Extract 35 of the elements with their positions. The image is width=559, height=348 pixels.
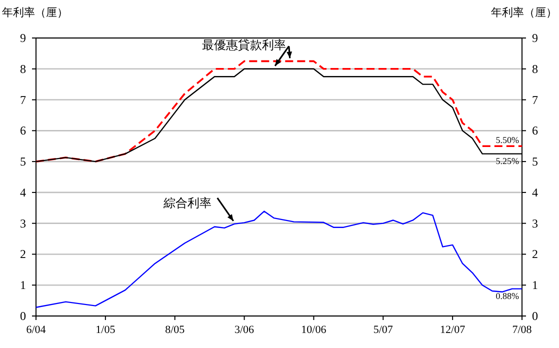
y-tick-label: 6 xyxy=(20,124,26,138)
y2-tick-label: 6 xyxy=(532,124,538,138)
y2-axis-title: 年利率（厘） xyxy=(491,6,557,19)
y2-tick-label: 7 xyxy=(532,92,538,107)
annotation: 最優惠貸款利率 xyxy=(202,38,286,52)
annotation: 5.25% xyxy=(496,156,520,166)
x-tick-label: 12/07 xyxy=(440,324,466,336)
y2-tick-label: 2 xyxy=(532,247,538,262)
y-tick-label: 3 xyxy=(20,216,26,230)
y-axis-title: 年利率（厘） xyxy=(2,6,68,19)
y2-tick-label: 9 xyxy=(532,31,538,45)
y-tick-label: 9 xyxy=(20,31,26,45)
y-tick-label: 0 xyxy=(20,309,26,323)
annotation: 5.50% xyxy=(496,135,520,146)
y-tick-label: 5 xyxy=(20,154,26,169)
annotation: 0.88% xyxy=(496,290,520,301)
y2-tick-label: 1 xyxy=(532,278,538,292)
y2-tick-label: 3 xyxy=(532,216,538,230)
y-tick-label: 1 xyxy=(20,278,26,292)
x-tick-label: 6/04 xyxy=(26,324,46,336)
y-tick-label: 7 xyxy=(20,92,26,107)
y2-tick-label: 4 xyxy=(532,185,538,200)
x-tick-label: 1/05 xyxy=(96,324,116,336)
y-tick-label: 4 xyxy=(20,185,26,200)
x-tick-label: 5/07 xyxy=(373,324,394,336)
x-tick-label: 7/08 xyxy=(512,324,532,336)
y-tick-label: 2 xyxy=(20,247,26,262)
annotation: 綜合利率 xyxy=(162,196,212,210)
y2-tick-label: 8 xyxy=(532,62,538,76)
y2-tick-label: 0 xyxy=(532,309,538,323)
x-tick-label: 8/05 xyxy=(165,324,186,336)
x-tick-label: 3/06 xyxy=(234,324,255,336)
y2-tick-label: 5 xyxy=(532,154,538,169)
y-tick-label: 8 xyxy=(20,62,26,76)
x-tick-label: 10/06 xyxy=(301,324,327,336)
